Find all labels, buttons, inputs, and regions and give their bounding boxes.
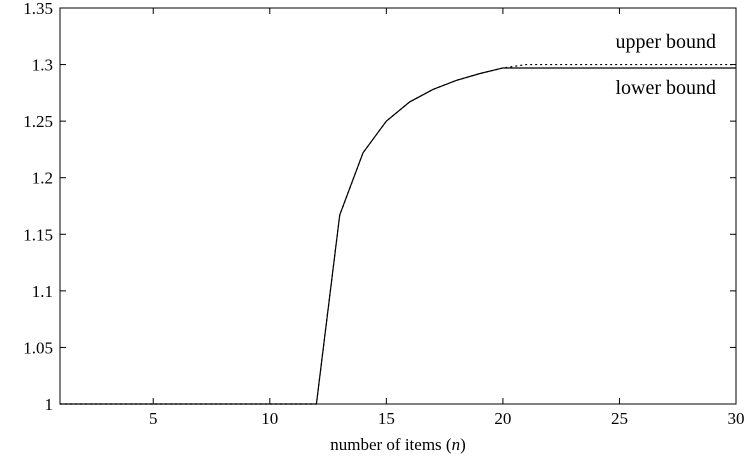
y-tick-label: 1.15 [23, 225, 53, 244]
lower-bound-label: lower bound [615, 77, 716, 99]
plot-frame [59, 7, 737, 405]
x-axis-label-suffix: ) [460, 435, 466, 454]
y-axis-ticks: 1 1.05 1.1 1.15 1.2 1.25 1.3 1.35 [23, 0, 736, 414]
upper-bound-label: upper bound [615, 31, 716, 53]
x-tick-label: 25 [611, 409, 628, 428]
lower-bound-line [60, 67, 736, 405]
x-tick-label: 10 [261, 409, 278, 428]
x-tick-label: 5 [149, 409, 158, 428]
x-tick-label: 15 [378, 409, 395, 428]
y-tick-label: 1.1 [32, 282, 53, 301]
x-axis-label-variable: n [452, 435, 461, 454]
x-tick-label: 30 [728, 409, 745, 428]
series-layer [60, 63, 736, 405]
upper-bound-line [60, 63, 736, 405]
y-tick-label: 1.35 [23, 0, 53, 18]
y-tick-label: 1.3 [32, 56, 53, 75]
y-tick-label: 1 [45, 395, 54, 414]
y-tick-label: 1.05 [23, 338, 53, 357]
y-tick-label: 1.25 [23, 112, 53, 131]
x-tick-label: 20 [494, 409, 511, 428]
y-tick-label: 1.2 [32, 169, 53, 188]
x-axis-label-prefix: number of items ( [330, 435, 452, 454]
x-axis-label: number of items (n) [330, 435, 466, 454]
x-axis-ticks: 5 10 15 20 25 30 [149, 8, 745, 428]
